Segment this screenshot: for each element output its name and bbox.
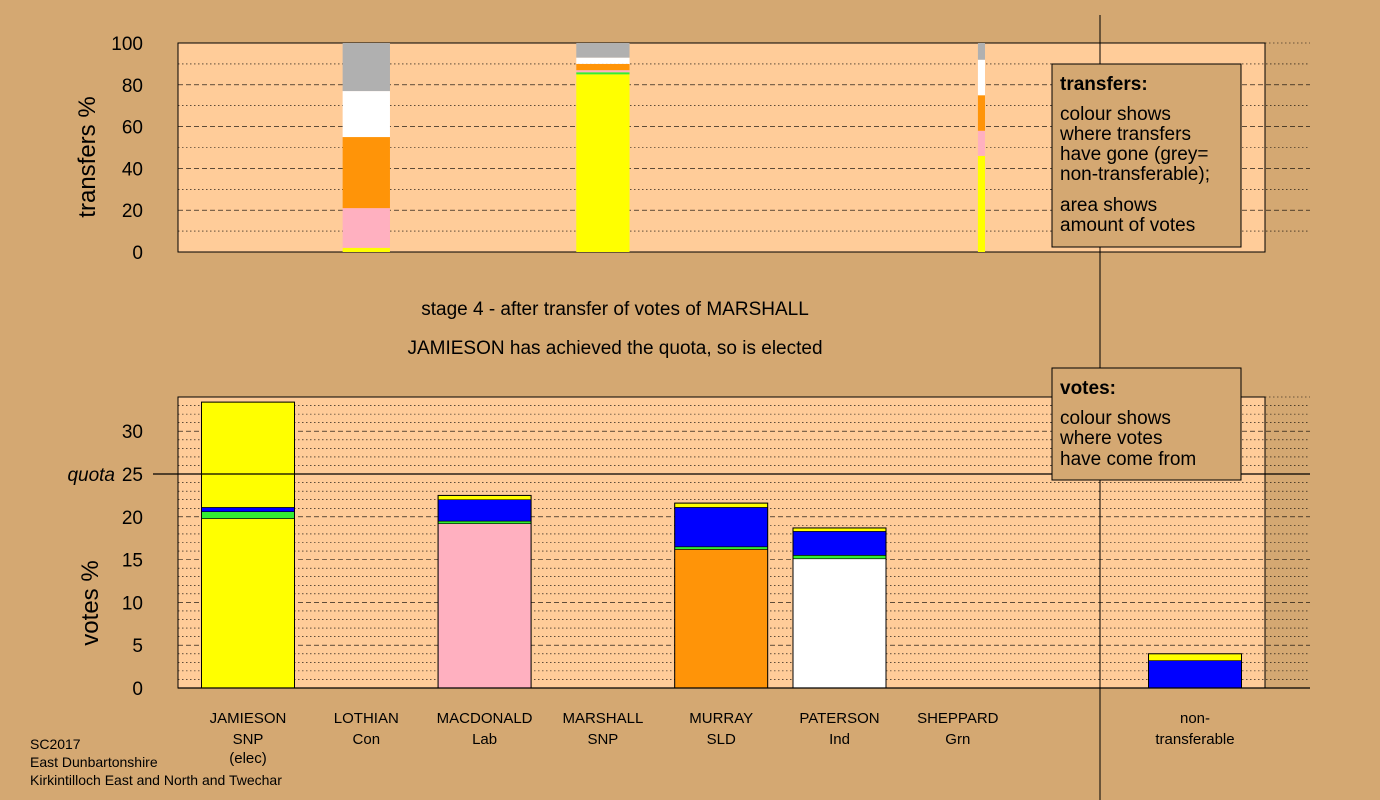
candidate-party: Con bbox=[353, 731, 381, 748]
votes-gridlines bbox=[178, 396, 1310, 680]
vote-segment-snp bbox=[1148, 653, 1242, 661]
vote-segment-ind bbox=[792, 558, 887, 689]
votes-y-tick-label: 0 bbox=[132, 679, 143, 700]
transfers-legend-line: colour shows bbox=[1060, 104, 1171, 125]
vote-segment-grn bbox=[674, 546, 769, 550]
votes-y-tick-label: 15 bbox=[122, 551, 143, 572]
transfers-y-axis: 0 20 40 60 80 100 bbox=[111, 34, 143, 264]
votes-legend-line: where votes bbox=[1059, 428, 1162, 449]
non-transferable-label: non- bbox=[1180, 710, 1210, 727]
vote-segment-snp bbox=[201, 518, 295, 689]
transfers-legend-line: area shows bbox=[1060, 195, 1157, 216]
votes-y-tick-label: 30 bbox=[122, 422, 143, 443]
vote-segment-snp bbox=[674, 502, 769, 508]
transfer-segment-nontransferable bbox=[342, 43, 390, 92]
vote-segment-lab bbox=[437, 523, 532, 689]
vote-segment-con bbox=[674, 507, 769, 548]
candidate-party: SNP bbox=[587, 731, 618, 748]
transfers-legend: transfers: colour shows where transfers … bbox=[1051, 63, 1242, 248]
transfers-bars bbox=[342, 43, 986, 252]
candidate-party: Grn bbox=[945, 731, 970, 748]
candidate-party: Lab bbox=[472, 731, 497, 748]
vote-segment-con bbox=[1148, 660, 1242, 689]
stage-subtitle: JAMIESON has achieved the quota, so is e… bbox=[407, 338, 822, 359]
transfers-legend-line: amount of votes bbox=[1060, 215, 1195, 236]
transfers-y-axis-label: transfers % bbox=[74, 96, 101, 217]
candidate-name: MARSHALL bbox=[562, 710, 643, 727]
candidate-name: PATERSON bbox=[799, 710, 879, 727]
votes-y-axis-label: votes % bbox=[77, 560, 104, 645]
votes-legend-line: colour shows bbox=[1060, 408, 1171, 429]
transfers-y-tick-label: 100 bbox=[111, 34, 143, 55]
quota-label: quota bbox=[67, 465, 115, 486]
footer-council: East Dunbartonshire bbox=[30, 754, 158, 770]
votes-legend-title: votes: bbox=[1060, 378, 1116, 399]
stage-title: stage 4 - after transfer of votes of MAR… bbox=[421, 299, 809, 320]
votes-legend-line: have come from bbox=[1060, 449, 1196, 470]
candidate-party: SLD bbox=[707, 731, 736, 748]
votes-y-tick-label: 5 bbox=[132, 636, 143, 657]
footer-election: SC2017 bbox=[30, 736, 81, 752]
transfer-segment-snp bbox=[576, 74, 630, 252]
candidate-elected-note: (elec) bbox=[229, 750, 267, 767]
transfer-segment-ind bbox=[977, 59, 986, 96]
vote-segment-sld bbox=[674, 549, 769, 689]
non-transferable-label: transferable bbox=[1155, 731, 1234, 748]
transfer-segment-lab bbox=[977, 130, 986, 156]
vote-segment-con bbox=[201, 507, 295, 512]
candidate-party: SNP bbox=[233, 731, 264, 748]
transfers-legend-line: where transfers bbox=[1059, 124, 1191, 145]
vote-segment-grn bbox=[437, 520, 532, 524]
candidate-name: MACDONALD bbox=[437, 710, 533, 727]
transfers-y-tick-label: 80 bbox=[122, 76, 143, 97]
transfer-segment-grn bbox=[576, 72, 630, 75]
transfer-segment-snp bbox=[342, 247, 390, 252]
candidate-name: LOTHIAN bbox=[334, 710, 399, 727]
transfer-segment-lab bbox=[342, 208, 390, 248]
transfers-y-tick-label: 40 bbox=[122, 159, 143, 180]
transfers-y-tick-label: 60 bbox=[122, 118, 143, 139]
transfer-segment-sld bbox=[977, 95, 986, 131]
vote-segment-snp bbox=[437, 495, 532, 501]
votes-y-axis: 0 5 10 15 20 quota 25 30 bbox=[67, 422, 143, 700]
candidate-name: SHEPPARD bbox=[917, 710, 999, 727]
transfer-segment-lab bbox=[576, 70, 630, 73]
transfers-y-tick-label: 0 bbox=[132, 243, 143, 264]
transfer-segment-nontransferable bbox=[576, 43, 630, 58]
candidate-name: JAMIESON bbox=[210, 710, 287, 727]
votes-y-tick-label: 25 bbox=[122, 465, 143, 486]
candidate-party: Ind bbox=[829, 731, 850, 748]
vote-segment-snp bbox=[792, 527, 887, 532]
votes-legend: votes: colour shows where votes have com… bbox=[1051, 367, 1242, 481]
transfer-segment-nontransferable bbox=[977, 43, 986, 60]
transfers-legend-line: have gone (grey= bbox=[1060, 144, 1208, 165]
transfers-legend-title: transfers: bbox=[1060, 74, 1148, 95]
vote-segment-grn bbox=[792, 555, 887, 560]
votes-bars bbox=[201, 401, 1242, 689]
transfers-y-tick-label: 20 bbox=[122, 201, 143, 222]
vote-segment-grn bbox=[201, 511, 295, 519]
transfer-segment-snp bbox=[977, 155, 986, 252]
transfers-legend-line: non-transferable); bbox=[1060, 164, 1210, 185]
transfer-segment-ind bbox=[576, 57, 630, 64]
vote-segment-con bbox=[437, 499, 532, 522]
candidate-name: MURRAY bbox=[689, 710, 753, 727]
votes-y-tick-label: 20 bbox=[122, 508, 143, 529]
transfer-segment-sld bbox=[342, 137, 390, 209]
vote-segment-snp bbox=[201, 401, 295, 508]
footer-ward: Kirkintilloch East and North and Twechar bbox=[30, 772, 282, 788]
vote-segment-con bbox=[792, 531, 887, 556]
transfer-segment-ind bbox=[342, 91, 390, 138]
votes-y-tick-label: 10 bbox=[122, 593, 143, 614]
candidate-labels: JAMIESON SNP (elec) LOTHIAN Con MACDONALD Lab M… bbox=[210, 710, 1235, 767]
transfer-segment-sld bbox=[576, 63, 630, 71]
